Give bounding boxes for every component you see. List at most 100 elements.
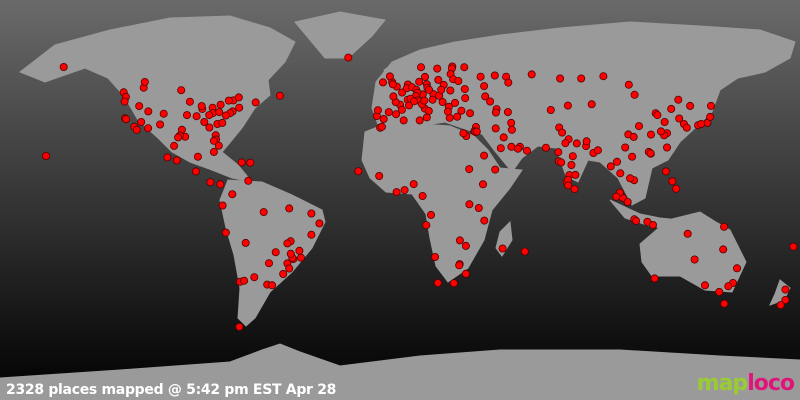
place-marker[interactable] xyxy=(424,85,433,94)
place-marker[interactable] xyxy=(683,229,692,238)
place-marker[interactable] xyxy=(460,63,469,72)
place-marker[interactable] xyxy=(486,97,495,106)
place-marker[interactable] xyxy=(455,236,464,245)
place-marker[interactable] xyxy=(246,158,255,167)
place-marker[interactable] xyxy=(426,210,435,219)
place-marker[interactable] xyxy=(286,249,295,258)
place-marker[interactable] xyxy=(264,259,273,268)
place-marker[interactable] xyxy=(613,157,622,166)
place-marker[interactable] xyxy=(507,125,516,134)
place-marker[interactable] xyxy=(235,103,244,112)
place-marker[interactable] xyxy=(296,253,305,262)
place-marker[interactable] xyxy=(568,152,577,161)
place-marker[interactable] xyxy=(315,219,324,228)
place-marker[interactable] xyxy=(558,128,567,137)
place-marker[interactable] xyxy=(629,132,638,141)
place-marker[interactable] xyxy=(561,139,570,148)
place-marker[interactable] xyxy=(416,63,425,72)
place-marker[interactable] xyxy=(593,146,602,155)
place-marker[interactable] xyxy=(781,295,790,304)
place-marker[interactable] xyxy=(481,92,490,101)
place-marker[interactable] xyxy=(789,242,798,251)
place-marker[interactable] xyxy=(377,122,386,131)
place-marker[interactable] xyxy=(140,78,149,87)
place-marker[interactable] xyxy=(660,118,669,127)
place-marker[interactable] xyxy=(218,201,227,210)
place-marker[interactable] xyxy=(624,80,633,89)
place-marker[interactable] xyxy=(418,191,427,200)
place-marker[interactable] xyxy=(241,238,250,247)
place-marker[interactable] xyxy=(205,123,214,132)
place-marker[interactable] xyxy=(459,129,468,138)
place-marker[interactable] xyxy=(216,180,225,189)
place-marker[interactable] xyxy=(733,264,742,273)
place-marker[interactable] xyxy=(397,105,406,114)
place-marker[interactable] xyxy=(465,165,474,174)
place-marker[interactable] xyxy=(295,246,304,255)
place-marker[interactable] xyxy=(606,162,615,171)
place-marker[interactable] xyxy=(571,170,580,179)
place-marker[interactable] xyxy=(563,101,572,110)
place-marker[interactable] xyxy=(491,165,500,174)
place-marker[interactable] xyxy=(228,190,237,199)
place-marker[interactable] xyxy=(430,252,439,261)
place-marker[interactable] xyxy=(446,86,455,95)
place-marker[interactable] xyxy=(630,90,639,99)
place-marker[interactable] xyxy=(465,200,474,209)
place-marker[interactable] xyxy=(285,204,294,213)
place-marker[interactable] xyxy=(240,276,249,285)
place-marker[interactable] xyxy=(224,96,233,105)
place-marker[interactable] xyxy=(275,91,284,100)
place-marker[interactable] xyxy=(472,127,481,136)
place-marker[interactable] xyxy=(491,124,500,133)
place-marker[interactable] xyxy=(557,158,566,167)
place-marker[interactable] xyxy=(422,221,431,230)
place-marker[interactable] xyxy=(59,63,68,72)
place-marker[interactable] xyxy=(527,70,536,79)
place-marker[interactable] xyxy=(546,106,555,115)
place-marker[interactable] xyxy=(461,269,470,278)
place-marker[interactable] xyxy=(279,269,288,278)
place-marker[interactable] xyxy=(344,53,353,62)
place-marker[interactable] xyxy=(437,85,446,94)
place-marker[interactable] xyxy=(567,160,576,169)
place-marker[interactable] xyxy=(216,100,225,109)
place-marker[interactable] xyxy=(675,114,684,123)
place-marker[interactable] xyxy=(135,102,144,111)
place-marker[interactable] xyxy=(409,180,418,189)
place-marker[interactable] xyxy=(556,74,565,83)
place-marker[interactable] xyxy=(520,247,529,256)
place-marker[interactable] xyxy=(474,203,483,212)
place-marker[interactable] xyxy=(490,71,499,80)
place-marker[interactable] xyxy=(221,228,230,237)
place-marker[interactable] xyxy=(159,109,168,118)
place-marker[interactable] xyxy=(623,197,632,206)
place-marker[interactable] xyxy=(285,264,294,273)
place-marker[interactable] xyxy=(650,274,659,283)
place-marker[interactable] xyxy=(415,116,424,125)
place-marker[interactable] xyxy=(182,111,191,120)
place-marker[interactable] xyxy=(715,287,724,296)
place-marker[interactable] xyxy=(354,167,363,176)
place-marker[interactable] xyxy=(668,177,677,186)
place-marker[interactable] xyxy=(206,178,215,187)
place-marker[interactable] xyxy=(244,176,253,185)
place-marker[interactable] xyxy=(720,222,729,231)
place-marker[interactable] xyxy=(221,111,230,120)
place-marker[interactable] xyxy=(410,97,419,106)
place-marker[interactable] xyxy=(616,169,625,178)
place-marker[interactable] xyxy=(776,301,785,310)
place-marker[interactable] xyxy=(661,167,670,176)
place-marker[interactable] xyxy=(454,77,463,86)
place-marker[interactable] xyxy=(706,112,715,121)
place-marker[interactable] xyxy=(582,137,591,146)
place-marker[interactable] xyxy=(177,86,186,95)
place-marker[interactable] xyxy=(433,64,442,73)
place-marker[interactable] xyxy=(163,153,172,162)
place-marker[interactable] xyxy=(621,143,630,152)
place-marker[interactable] xyxy=(461,94,470,103)
place-marker[interactable] xyxy=(271,248,280,257)
place-marker[interactable] xyxy=(250,273,259,282)
place-marker[interactable] xyxy=(674,95,683,104)
